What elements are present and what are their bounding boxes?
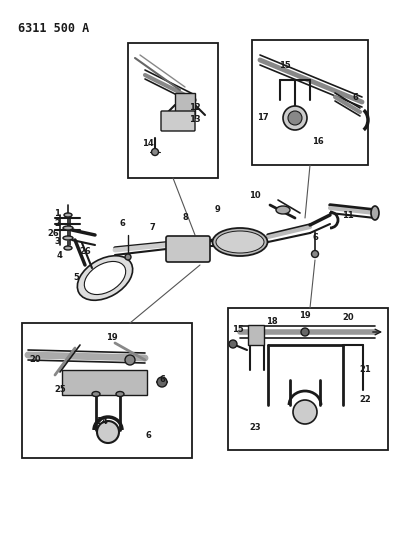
Text: 16: 16 bbox=[311, 138, 323, 147]
Circle shape bbox=[229, 340, 236, 348]
Text: 19: 19 bbox=[106, 334, 117, 343]
Circle shape bbox=[287, 111, 301, 125]
Bar bbox=[227, 308, 387, 450]
Text: 8: 8 bbox=[182, 214, 187, 222]
Text: 6: 6 bbox=[159, 376, 164, 384]
Circle shape bbox=[97, 421, 119, 443]
Text: 20: 20 bbox=[29, 356, 41, 365]
Text: 9: 9 bbox=[215, 206, 220, 214]
Ellipse shape bbox=[370, 206, 378, 220]
Text: 5: 5 bbox=[73, 273, 79, 282]
Text: 23: 23 bbox=[249, 424, 260, 432]
Text: 6: 6 bbox=[119, 220, 125, 229]
Text: 2: 2 bbox=[54, 220, 60, 229]
Text: 15: 15 bbox=[231, 326, 243, 335]
Circle shape bbox=[292, 400, 316, 424]
Ellipse shape bbox=[92, 392, 100, 397]
Circle shape bbox=[300, 328, 308, 336]
Text: 6: 6 bbox=[351, 93, 357, 102]
Text: 14: 14 bbox=[142, 139, 153, 148]
Text: 18: 18 bbox=[265, 318, 277, 327]
Ellipse shape bbox=[311, 251, 318, 257]
Text: 22: 22 bbox=[358, 395, 370, 405]
Text: 7: 7 bbox=[149, 223, 155, 232]
Ellipse shape bbox=[84, 262, 126, 295]
Bar bbox=[22, 323, 191, 458]
Text: 6: 6 bbox=[145, 431, 151, 440]
Ellipse shape bbox=[64, 246, 72, 250]
Text: 25: 25 bbox=[54, 385, 66, 394]
FancyBboxPatch shape bbox=[161, 111, 195, 131]
Text: 6311 500 A: 6311 500 A bbox=[18, 22, 89, 35]
Text: 17: 17 bbox=[256, 114, 268, 123]
Bar bbox=[62, 370, 147, 395]
Ellipse shape bbox=[63, 236, 73, 240]
Ellipse shape bbox=[216, 231, 263, 253]
Text: 11: 11 bbox=[341, 211, 353, 220]
Text: 10: 10 bbox=[249, 190, 260, 199]
Text: 4: 4 bbox=[57, 251, 63, 260]
Circle shape bbox=[125, 355, 135, 365]
Text: 1: 1 bbox=[54, 209, 60, 219]
Ellipse shape bbox=[77, 256, 133, 300]
Text: 13: 13 bbox=[189, 116, 200, 125]
Text: 6: 6 bbox=[311, 233, 317, 243]
Text: 26: 26 bbox=[79, 247, 91, 256]
Text: 15: 15 bbox=[279, 61, 290, 69]
Bar bbox=[128, 43, 218, 178]
Bar bbox=[175, 93, 195, 118]
Text: 26: 26 bbox=[47, 230, 59, 238]
Ellipse shape bbox=[116, 392, 124, 397]
Ellipse shape bbox=[212, 228, 267, 256]
Circle shape bbox=[157, 377, 166, 387]
FancyBboxPatch shape bbox=[166, 236, 209, 262]
Ellipse shape bbox=[63, 226, 73, 230]
Ellipse shape bbox=[151, 149, 158, 156]
Bar bbox=[252, 40, 367, 165]
Text: 24: 24 bbox=[96, 417, 108, 426]
Text: 20: 20 bbox=[342, 313, 353, 322]
Ellipse shape bbox=[125, 254, 131, 260]
Text: 21: 21 bbox=[358, 366, 370, 375]
Text: 3: 3 bbox=[54, 237, 60, 246]
Bar bbox=[247, 325, 263, 345]
Ellipse shape bbox=[275, 206, 289, 214]
Ellipse shape bbox=[64, 213, 72, 217]
Text: 12: 12 bbox=[189, 103, 200, 112]
Circle shape bbox=[282, 106, 306, 130]
Text: 19: 19 bbox=[299, 311, 310, 319]
